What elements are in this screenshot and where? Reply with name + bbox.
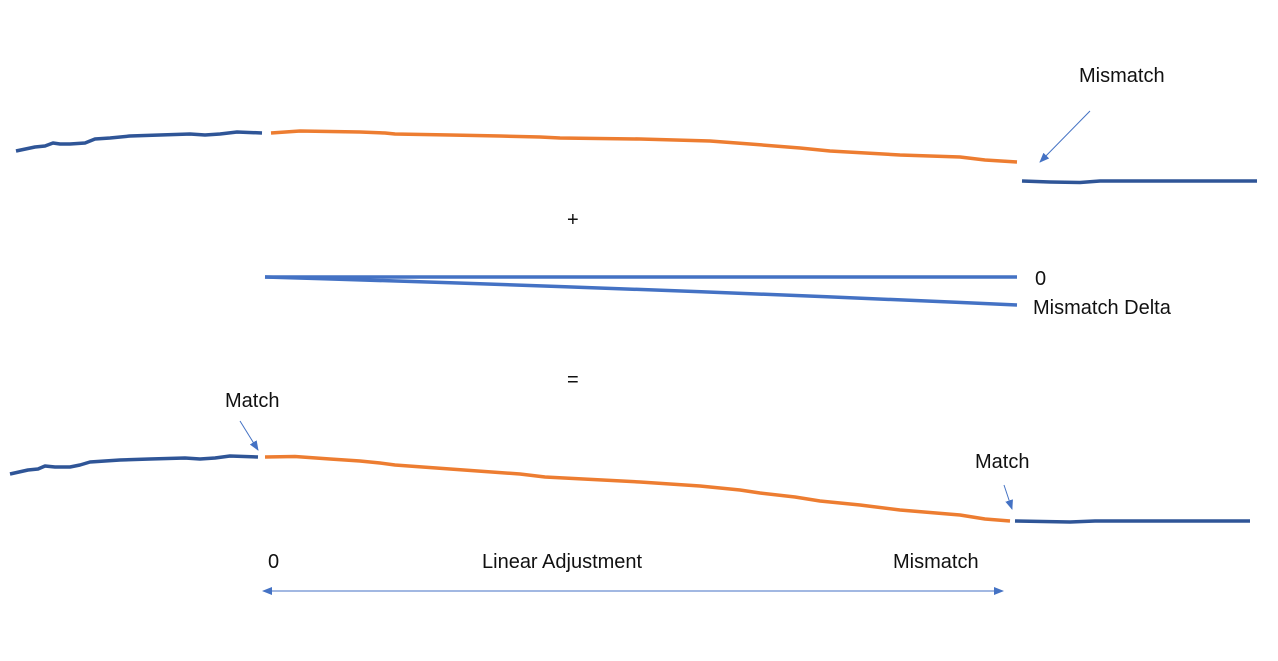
bottom-left-signal [9, 454, 259, 476]
plus-sign: + [567, 209, 579, 231]
delta-zero-label: 0 [1035, 268, 1047, 290]
match-right-label: Match [975, 451, 1030, 473]
mismatch-delta-label: Mismatch Delta [1033, 297, 1171, 319]
bottom-right-signal [1014, 519, 1250, 524]
top-orange-segment [270, 129, 1018, 164]
equals-sign: = [567, 369, 579, 391]
top-left-signal [15, 130, 263, 153]
match-left-label: Match [225, 390, 280, 412]
axis-title-label: Linear Adjustment [482, 551, 643, 573]
mismatch-arrow [1039, 110, 1091, 163]
delta-ramp-line [264, 275, 1018, 307]
top-mismatch-label: Mismatch [1079, 65, 1165, 87]
top-right-signal [1021, 179, 1257, 185]
match-right-arrow [1003, 484, 1013, 510]
match-left-arrow [239, 420, 259, 451]
bottom-orange-segment [264, 454, 1011, 523]
axis-end-label: Mismatch [893, 551, 979, 573]
axis-start-label: 0 [268, 551, 280, 573]
